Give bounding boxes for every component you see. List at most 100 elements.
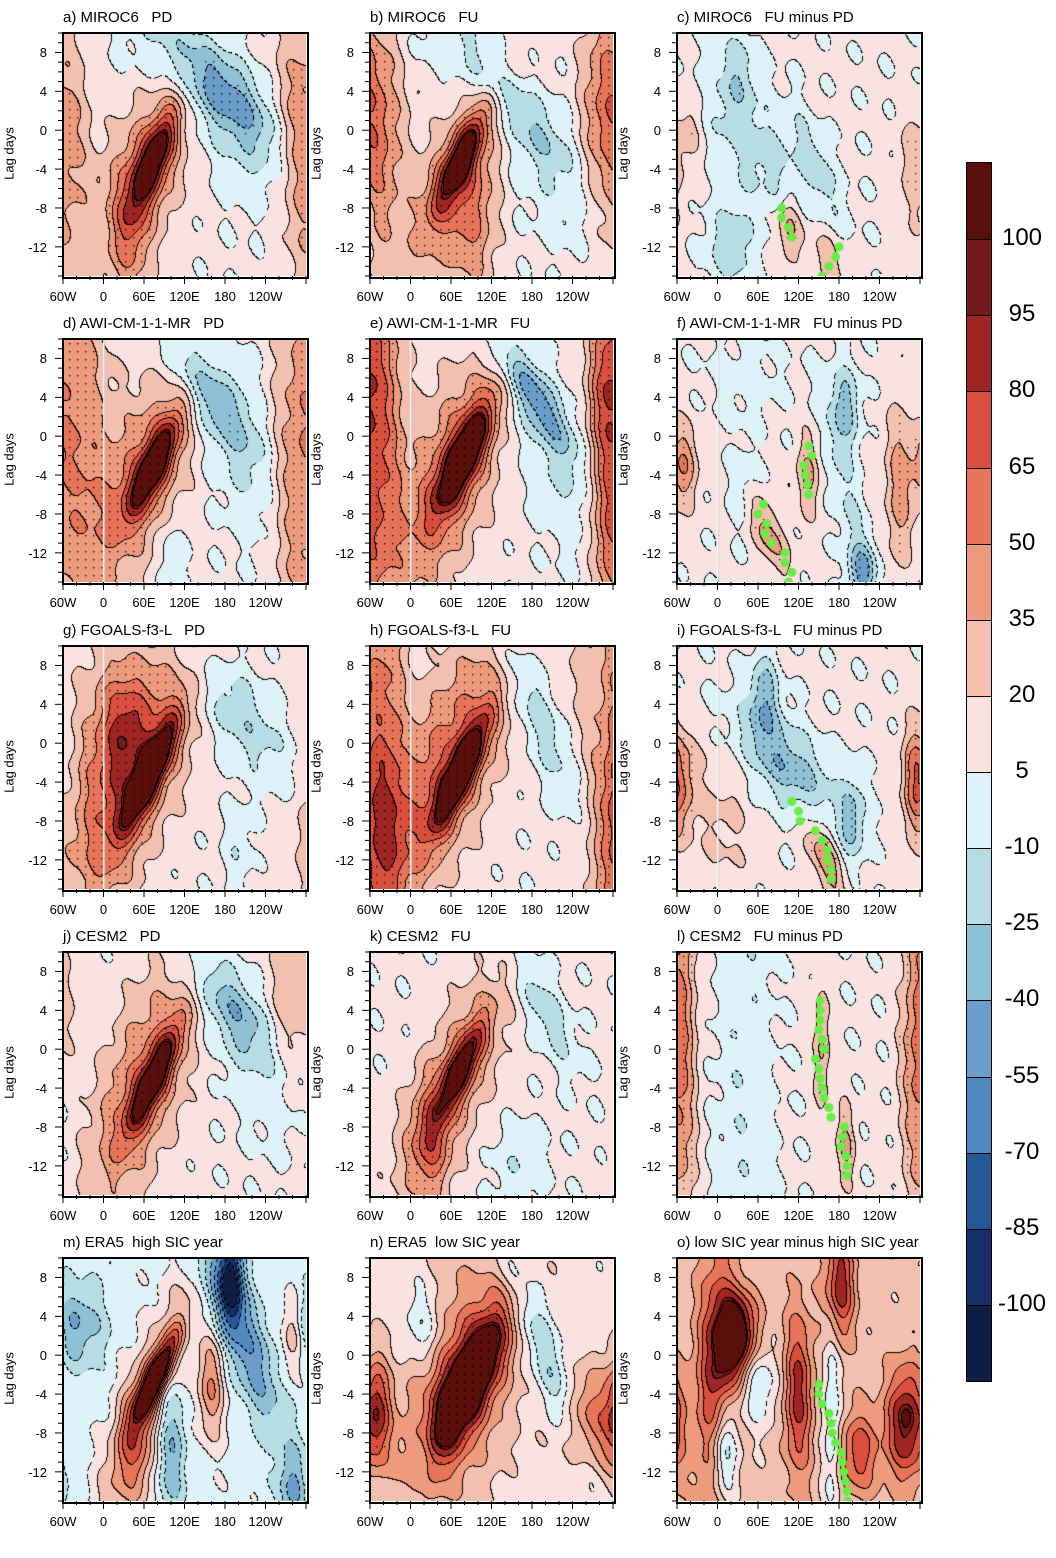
colorbar-bin	[967, 1152, 991, 1229]
x-tick-label: 0	[99, 289, 108, 304]
x-tick-label: 120W	[555, 1514, 590, 1529]
colorbar-label: -10	[1004, 833, 1040, 861]
colorbar-label: 5	[1015, 757, 1029, 784]
filled-contour-field	[63, 646, 306, 889]
y-tick-label: 8	[39, 1270, 47, 1286]
axis-ticks	[362, 338, 614, 590]
y-axis-label: Lag days	[615, 1046, 631, 1099]
x-tick-label: 120E	[783, 595, 814, 610]
filled-contour-field	[677, 952, 920, 1195]
axis-ticks	[55, 1257, 307, 1509]
panel-title: j) CESM2 PD	[63, 928, 161, 945]
y-tick-label: 8	[346, 658, 354, 674]
x-tick-label: 60E	[746, 1208, 770, 1223]
y-tick-label: -4	[649, 1081, 661, 1097]
axis-ticks	[55, 338, 307, 590]
y-tick-label: 4	[346, 84, 354, 100]
hovmoller-panel: a) MIROC6 PD Lag days 8 4 0 -4 -8 -12 60W 0 60E 120…	[2, 9, 383, 333]
y-tick-label: -4	[649, 1387, 661, 1403]
plot-area	[669, 645, 923, 897]
colorbar-bin	[967, 543, 991, 620]
y-tick-label: -8	[35, 200, 47, 216]
colorbar-label: -40	[1004, 985, 1040, 1013]
y-tick-label: -12	[642, 852, 661, 868]
x-tick-label: 120E	[476, 595, 507, 610]
axis-ticks	[55, 32, 307, 284]
y-tick-label: -4	[35, 775, 47, 791]
y-tick-label: -8	[342, 506, 354, 522]
y-tick-label: -8	[342, 1119, 354, 1135]
y-tick-label: -8	[342, 813, 354, 829]
plot-area	[669, 1257, 923, 1509]
y-tick-label: 4	[653, 390, 661, 406]
y-tick-label: -4	[649, 162, 661, 178]
x-tick-label: 60E	[746, 289, 770, 304]
x-tick-label: 120W	[555, 1208, 590, 1223]
y-tick-label: -4	[35, 162, 47, 178]
y-tick-label: -4	[649, 775, 661, 791]
y-tick-label: 0	[346, 1348, 354, 1364]
x-tick-label: 180	[521, 902, 543, 917]
y-tick-label: -12	[335, 1158, 354, 1174]
y-tick-label: -4	[649, 468, 661, 484]
axis-ticks	[669, 338, 921, 590]
x-tick-label: 120W	[555, 595, 590, 610]
x-tick-label: 60W	[663, 1208, 691, 1223]
x-tick-label: 180	[521, 1514, 543, 1529]
y-tick-label: -8	[342, 200, 354, 216]
y-axis-label: Lag days	[1, 127, 17, 180]
panel-title: g) FGOALS-f3-L PD	[63, 622, 205, 639]
hovmoller-panel: g) FGOALS-f3-L PD Lag days 8 4 0 -4 -8 -12 60W 0 6…	[2, 622, 383, 946]
x-tick-label: 120E	[783, 1514, 814, 1529]
x-tick-label: 180	[214, 1514, 236, 1529]
x-tick-label: 0	[406, 289, 415, 304]
colorbar-bin	[967, 695, 991, 772]
y-axis-label: Lag days	[615, 740, 631, 793]
x-tick-label: 120E	[476, 1208, 507, 1223]
panel-title: f) AWI-CM-1-1-MR FU minus PD	[677, 315, 903, 332]
y-axis-label: Lag days	[308, 1352, 324, 1405]
x-tick-label: 60W	[49, 1208, 77, 1223]
x-tick-label: 0	[713, 289, 722, 304]
colorbar-bin	[967, 772, 991, 849]
x-tick-label: 120E	[169, 1208, 200, 1223]
x-tick-label: 60E	[132, 1514, 156, 1529]
colorbar-label: 100	[1001, 224, 1043, 252]
axis-ticks	[55, 645, 307, 897]
y-axis-label: Lag days	[1, 1352, 17, 1405]
x-tick-label: 60W	[49, 1514, 77, 1529]
x-tick-label: 60E	[132, 1208, 156, 1223]
y-tick-label: -4	[342, 468, 354, 484]
x-tick-label: 60W	[356, 1514, 384, 1529]
y-tick-label: -4	[342, 162, 354, 178]
x-tick-label: 120W	[248, 289, 283, 304]
y-tick-label: 4	[653, 1309, 661, 1325]
x-tick-label: 120E	[169, 1514, 200, 1529]
x-tick-label: 120W	[248, 1514, 283, 1529]
x-tick-label: 60W	[356, 595, 384, 610]
panel-title: i) FGOALS-f3-L FU minus PD	[677, 622, 883, 639]
colorbar-bin	[967, 848, 991, 925]
y-tick-label: 0	[39, 1042, 47, 1058]
hovmoller-panel: c) MIROC6 FU minus PD Lag days 8 4 0 -4 -8 -12 6…	[616, 9, 997, 333]
y-tick-label: 0	[39, 429, 47, 445]
axis-ticks	[669, 645, 921, 897]
y-tick-label: -8	[342, 1425, 354, 1441]
x-tick-label: 60W	[663, 1514, 691, 1529]
filled-contour-field	[370, 1258, 613, 1501]
y-tick-label: 0	[653, 123, 661, 139]
x-tick-label: 0	[406, 1208, 415, 1223]
y-tick-label: 8	[39, 45, 47, 61]
filled-contour-field	[677, 33, 920, 276]
plot-area	[55, 32, 309, 284]
x-tick-label: 180	[521, 289, 543, 304]
colorbar-bin	[967, 239, 991, 316]
y-tick-label: -12	[335, 545, 354, 561]
plot-area	[669, 338, 923, 590]
y-tick-label: 8	[653, 45, 661, 61]
x-tick-label: 120E	[783, 902, 814, 917]
x-tick-label: 0	[99, 1514, 108, 1529]
x-tick-label: 120W	[862, 1208, 897, 1223]
y-tick-label: 4	[346, 1003, 354, 1019]
y-tick-label: 4	[39, 84, 47, 100]
